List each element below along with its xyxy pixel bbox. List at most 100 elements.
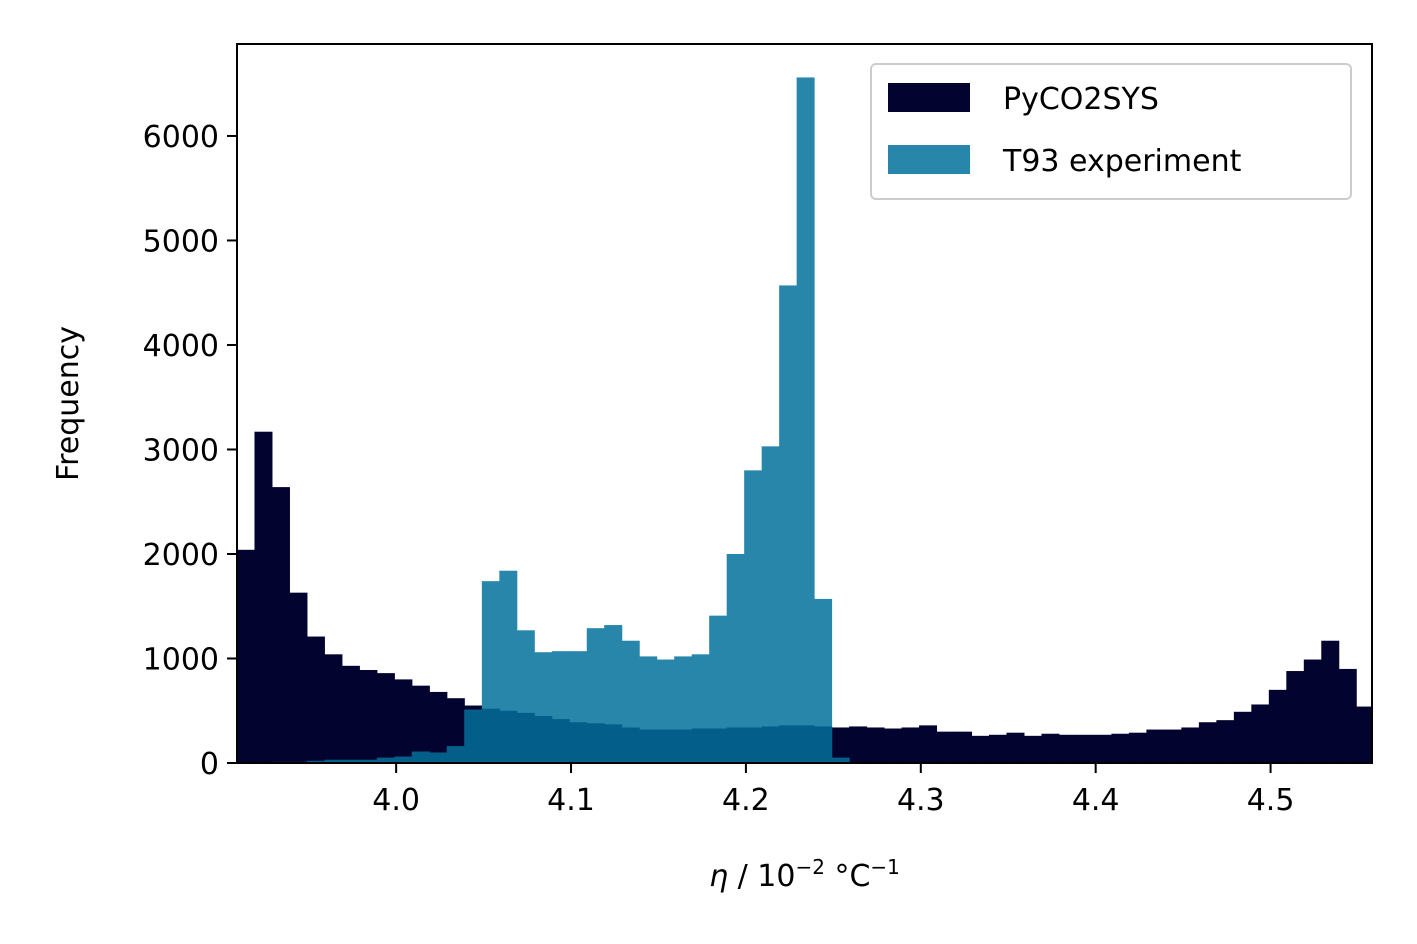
overlap-bar [376, 757, 395, 763]
pyco2sys-bar [1128, 732, 1147, 763]
y-tick-label: 2000 [143, 538, 219, 573]
plot-area-frame [236, 43, 1373, 764]
y-axis-ticks: 0 1000 2000 3000 4000 5000 6000 [143, 120, 237, 782]
pyco2sys-bar [1198, 722, 1217, 763]
pyco2sys-bar [324, 654, 343, 763]
overlap-bar [324, 759, 343, 763]
x-tick-label: 4.1 [547, 783, 595, 818]
pyco2sys-bar [1268, 689, 1287, 763]
x-axis-label-symbol: η [709, 859, 728, 894]
overlap-bar [779, 725, 798, 763]
pyco2sys-bar [1163, 729, 1182, 763]
pyco2sys-bar [1058, 734, 1077, 763]
overlap-bar [831, 757, 850, 763]
overlap-bar [656, 729, 675, 763]
pyco2sys-bar [394, 679, 413, 763]
t93-bar [796, 77, 815, 763]
pyco2sys-bar [237, 549, 255, 763]
series-t93-bars [271, 77, 850, 763]
x-axis-label-unit-exponent: −1 [870, 855, 899, 879]
y-tick-label: 1000 [143, 642, 219, 677]
overlap-bar [761, 726, 780, 763]
pyco2sys-bar [901, 727, 920, 763]
series-overlap-bars [271, 708, 850, 763]
overlap-bar [586, 723, 605, 763]
pyco2sys-bar [1321, 640, 1340, 763]
legend-label-t93: T93 experiment [1002, 144, 1242, 179]
x-tick-label: 4.3 [897, 783, 945, 818]
pyco2sys-bar [411, 685, 430, 763]
pyco2sys-bar [989, 734, 1007, 763]
pyco2sys-bar [971, 735, 990, 763]
pyco2sys-bar [271, 487, 290, 763]
t93-bar [726, 553, 745, 763]
overlap-bar [604, 724, 623, 763]
pyco2sys-bar [849, 726, 868, 763]
overlap-bar [744, 727, 763, 763]
y-tick-label: 6000 [143, 120, 219, 155]
overlap-bar [551, 719, 570, 763]
legend-box [870, 63, 1352, 200]
overlap-bar [359, 759, 378, 763]
y-tick-label: 5000 [143, 224, 219, 259]
x-tick-label: 4.4 [1072, 783, 1120, 818]
pyco2sys-bar [884, 728, 903, 763]
x-axis-label-unit: °C [825, 859, 870, 894]
pyco2sys-bar [1146, 729, 1165, 763]
x-axis-label: η / 10−2 °C−1 [709, 855, 900, 894]
overlap-bar [814, 726, 833, 763]
legend-swatch-pyco2sys [888, 83, 970, 112]
overlap-bar [639, 729, 658, 763]
t93-bar [709, 615, 728, 763]
x-axis-label-exponent: −2 [795, 855, 824, 879]
overlap-bar [394, 756, 413, 763]
y-axis-label: Frequency [51, 326, 86, 481]
pyco2sys-bar [1338, 668, 1357, 763]
pyco2sys-bar [936, 731, 955, 763]
overlap-bar [691, 728, 710, 763]
overlap-bar [534, 715, 553, 763]
pyco2sys-bar [376, 673, 395, 763]
overlap-bar [464, 709, 483, 763]
pyco2sys-bar [359, 669, 378, 763]
overlap-bar [726, 727, 745, 763]
overlap-bar [674, 729, 693, 763]
pyco2sys-bar [254, 431, 273, 763]
x-tick-label: 4.2 [722, 783, 770, 818]
pyco2sys-bar [919, 725, 938, 763]
pyco2sys-bar [1076, 734, 1095, 763]
pyco2sys-bar [341, 665, 360, 763]
x-axis-ticks: 4.0 4.1 4.2 4.3 4.4 4.5 [372, 763, 1294, 818]
pyco2sys-bar [1023, 735, 1042, 763]
pyco2sys-bar [1251, 704, 1270, 763]
overlap-bar [569, 722, 588, 763]
pyco2sys-bar [289, 592, 308, 763]
overlap-bar [306, 760, 325, 763]
pyco2sys-bar [954, 731, 973, 763]
legend-label-pyco2sys: PyCO2SYS [1003, 82, 1159, 117]
pyco2sys-bar [1356, 706, 1373, 763]
t93-bar [761, 446, 780, 763]
pyco2sys-bar [1286, 671, 1305, 763]
legend: PyCO2SYS T93 experiment [870, 63, 1352, 200]
overlap-bar [341, 759, 360, 763]
overlap-bar [709, 728, 728, 763]
x-tick-label: 4.0 [372, 783, 420, 818]
pyco2sys-bar [1041, 733, 1060, 763]
pyco2sys-bar [1216, 720, 1235, 763]
x-tick-label: 4.5 [1247, 783, 1295, 818]
overlap-bar [621, 727, 640, 763]
t93-bar [744, 470, 763, 763]
overlap-bar [446, 746, 465, 763]
pyco2sys-bar [429, 691, 448, 763]
t93-bar [779, 285, 798, 763]
pyco2sys-bar [1181, 727, 1200, 763]
y-tick-label: 0 [200, 747, 219, 782]
overlap-bar [516, 712, 535, 763]
overlap-bar [429, 752, 448, 763]
y-tick-label: 3000 [143, 433, 219, 468]
x-axis-label-base: / 10 [728, 859, 795, 894]
pyco2sys-bar [1006, 732, 1025, 763]
legend-swatch-t93 [888, 145, 970, 174]
